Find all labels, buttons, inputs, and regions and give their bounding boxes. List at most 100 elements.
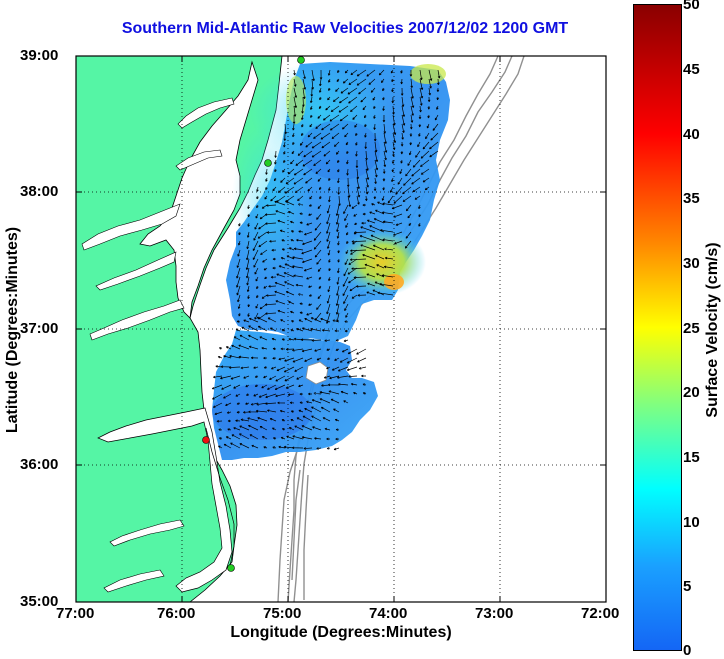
velocity-arrow — [328, 276, 331, 282]
velocity-arrow — [308, 392, 313, 396]
velocity-arrow — [274, 168, 277, 173]
velocity-arrow — [339, 357, 349, 363]
station-marker[interactable] — [297, 56, 305, 64]
velocity-arrow — [362, 383, 367, 386]
velocity-arrow — [263, 267, 268, 271]
velocity-arrow — [327, 69, 331, 76]
velocity-arrow — [362, 203, 367, 207]
velocity-arrow — [290, 230, 295, 233]
velocity-arrow — [272, 186, 277, 192]
velocity-arrow — [323, 114, 331, 121]
velocity-arrow — [322, 417, 331, 422]
velocity-arrow — [343, 294, 349, 304]
velocity-arrow — [374, 141, 378, 153]
velocity-arrow — [437, 69, 441, 79]
velocity-arrow — [227, 428, 232, 431]
velocity-arrow — [225, 402, 232, 407]
velocity-arrow — [236, 402, 241, 405]
velocity-arrow — [305, 141, 313, 148]
velocity-arrow — [237, 240, 241, 246]
velocity-arrow — [311, 399, 322, 404]
velocity-arrow — [306, 312, 313, 316]
velocity-arrow — [346, 366, 358, 371]
velocity-arrow — [236, 276, 241, 288]
velocity-arrow — [336, 78, 340, 82]
velocity-arrow — [391, 78, 394, 83]
velocity-arrow — [346, 231, 349, 236]
velocity-arrow — [350, 69, 358, 76]
velocity-arrow — [319, 78, 322, 87]
velocity-arrow — [346, 150, 349, 155]
velocity-arrow — [245, 384, 250, 388]
velocity-arrow — [292, 123, 295, 131]
velocity-arrow — [334, 418, 340, 422]
station-marker[interactable] — [202, 436, 210, 444]
velocity-arrow — [418, 132, 421, 137]
velocity-arrow — [422, 141, 430, 150]
velocity-arrow — [354, 222, 358, 226]
velocity-arrow — [429, 141, 439, 150]
velocity-arrow — [418, 123, 422, 128]
velocity-arrow — [302, 87, 306, 99]
velocity-arrow — [284, 123, 287, 135]
velocity-arrow — [262, 258, 268, 263]
velocity-arrow — [281, 329, 286, 332]
velocity-arrow — [233, 336, 241, 341]
velocity-arrow — [333, 408, 340, 413]
velocity-arrow — [298, 293, 304, 296]
velocity-arrow — [401, 114, 406, 126]
velocity-arrow — [252, 249, 259, 260]
velocity-arrow — [236, 285, 241, 296]
velocity-arrow — [356, 285, 367, 288]
velocity-arrow — [254, 267, 259, 275]
velocity-arrow — [408, 222, 412, 226]
velocity-arrow — [366, 219, 376, 224]
velocity-arrow — [355, 159, 359, 168]
velocity-arrow — [239, 334, 250, 341]
velocity-arrow — [299, 141, 304, 146]
colorbar-label: Surface Velocity (cm/s) — [704, 242, 721, 418]
velocity-arrow — [327, 168, 331, 173]
velocity-arrow — [387, 195, 394, 204]
velocity-slow — [212, 384, 312, 440]
velocity-arrow — [347, 348, 358, 355]
velocity-arrow — [288, 301, 295, 305]
velocity-arrow — [321, 328, 331, 332]
velocity-arrow — [391, 87, 394, 93]
velocity-arrow — [401, 132, 404, 140]
velocity-arrow — [281, 419, 286, 422]
velocity-arrow — [344, 258, 349, 266]
velocity-arrow — [273, 177, 277, 182]
velocity-arrow — [263, 375, 268, 379]
velocity-arrow — [247, 204, 250, 210]
velocity-arrow — [376, 273, 385, 278]
velocity-arrow — [335, 150, 340, 155]
velocity-arrow — [354, 123, 358, 128]
velocity-arrow — [271, 337, 277, 341]
velocity-arrow — [291, 150, 295, 155]
velocity-arrow — [434, 114, 439, 121]
velocity-arrow — [382, 238, 394, 242]
barrier-islands — [205, 427, 235, 567]
station-marker[interactable] — [227, 564, 235, 572]
velocity-arrow — [245, 267, 250, 279]
velocity-arrow — [227, 419, 232, 423]
velocity-arrow — [336, 231, 340, 239]
velocity-arrow — [411, 177, 421, 185]
velocity-arrow — [357, 294, 367, 297]
velocity-arrow — [292, 141, 295, 146]
velocity-arrow — [302, 240, 313, 246]
velocity-arrow — [279, 229, 286, 233]
velocity-arrow — [411, 168, 421, 177]
velocity-arrow — [308, 294, 313, 297]
velocity-arrow — [310, 105, 313, 110]
station-marker[interactable] — [264, 159, 272, 167]
axis-ticks — [76, 56, 606, 602]
velocity-arrow — [265, 186, 268, 190]
velocity-arrow — [348, 375, 358, 378]
velocity-arrow — [336, 222, 340, 232]
velocity-arrow — [294, 425, 304, 431]
velocity-arrow — [364, 114, 367, 119]
velocity-arrow — [373, 114, 376, 119]
velocity-arrow — [266, 204, 277, 207]
